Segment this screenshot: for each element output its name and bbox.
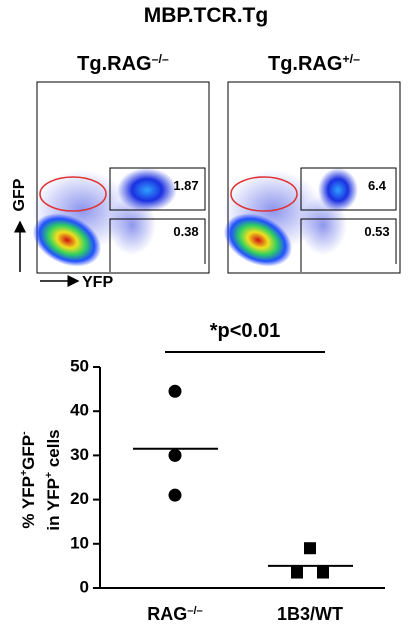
y-tick-label: 0	[80, 577, 89, 596]
gate-red	[230, 176, 298, 212]
text-part: Tg.RAG	[77, 53, 151, 75]
superscript: –/–	[152, 52, 169, 66]
flow-x-label: YFP	[82, 274, 113, 291]
text-part: in YFP	[44, 478, 63, 531]
gate	[300, 167, 397, 211]
y-tick-label: 10	[70, 533, 89, 552]
x-tick-label: 1B3/WT	[277, 604, 343, 624]
gate-red	[39, 176, 107, 212]
text-part: cells	[44, 429, 63, 472]
point	[168, 448, 182, 462]
flow-y-label: GFP	[11, 178, 28, 211]
text-part: Tg.RAG	[268, 53, 342, 75]
density-lower	[299, 195, 347, 255]
y-tick-label: 20	[70, 489, 89, 508]
superscript: –/–	[187, 605, 203, 617]
gate-value: 6.4	[368, 178, 387, 193]
panel-label: Tg.RAG–/–	[77, 52, 169, 75]
text-part: RAG	[147, 604, 187, 624]
point	[291, 566, 303, 579]
superscript: +	[18, 470, 30, 476]
gate-value: 0.53	[364, 224, 389, 239]
point	[168, 488, 182, 502]
gate-value: 1.87	[173, 178, 198, 193]
gate	[109, 167, 206, 211]
density-main	[223, 213, 293, 267]
point	[168, 384, 182, 398]
y-tick-label: 30	[70, 445, 89, 464]
panel-label: Tg.RAG+/–	[268, 52, 360, 75]
text-part: GFP	[19, 435, 38, 470]
title: MBP.TCR.Tg	[144, 4, 268, 27]
annotation: *p<0.01	[210, 320, 281, 342]
gate-value: 0.38	[173, 224, 198, 239]
y-axis-label: in YFP+ cells	[43, 429, 64, 530]
superscript: -	[18, 431, 30, 435]
density-main	[32, 213, 102, 267]
gate	[300, 218, 397, 272]
x-tick-label: RAG–/–	[147, 604, 203, 624]
superscript: +	[43, 472, 55, 478]
y-axis-label: % YFP+GFP-	[18, 431, 39, 529]
y-tick-label: 50	[70, 356, 89, 375]
y-tick-label: 40	[70, 401, 89, 420]
point	[304, 542, 316, 555]
density-lower	[108, 195, 156, 255]
superscript: +/–	[342, 52, 360, 66]
gate	[109, 218, 206, 272]
text-part: % YFP	[19, 476, 38, 529]
point	[317, 566, 329, 579]
text-part: 1B3/WT	[277, 604, 343, 624]
